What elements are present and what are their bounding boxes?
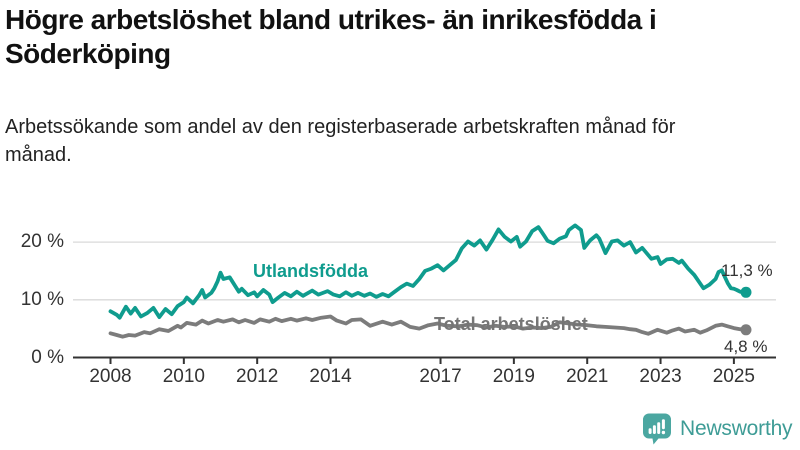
x-tick-label: 2010 [162, 366, 205, 387]
end-value-utlandsfodda: 11,3 % [721, 261, 773, 280]
page-subtitle: Arbetssökande som andel av den registerb… [5, 116, 676, 166]
series-end-dot-0 [740, 286, 752, 298]
series-lines [108, 223, 752, 339]
series-line-0 [108, 223, 748, 320]
y-tick-label: 20 % [20, 231, 64, 253]
series-line-1 [108, 314, 748, 339]
series-label-total-arbetsloshet: Total arbetslöshet [434, 314, 588, 334]
x-tick-label: 2023 [639, 366, 682, 387]
x-tick-label: 2021 [566, 366, 609, 387]
x-tick-label: 2017 [419, 366, 462, 387]
x-tick-label: 2008 [89, 366, 132, 387]
x-tick-label: 2025 [712, 366, 756, 387]
series-end-dot-1 [740, 324, 752, 336]
newsworthy-logo: Newsworthy [641, 411, 793, 447]
x-tick-label: 2019 [492, 366, 535, 387]
bar-chart-speech-bubble-icon [643, 413, 671, 445]
page-title: Högre arbetslöshet bland utrikes- än inr… [5, 4, 657, 69]
end-value-total-arbetsloshet: 4,8 % [724, 337, 768, 356]
x-tick-label: 2014 [309, 366, 352, 387]
x-axis [73, 356, 776, 364]
newsworthy-wordmark: Newsworthy [680, 417, 793, 440]
x-tick-label: 2012 [236, 366, 279, 387]
series-label-utlandsfodda: Utlandsfödda [253, 261, 368, 281]
y-tick-label: 10 % [20, 288, 64, 310]
y-tick-label: 0 % [31, 346, 64, 368]
